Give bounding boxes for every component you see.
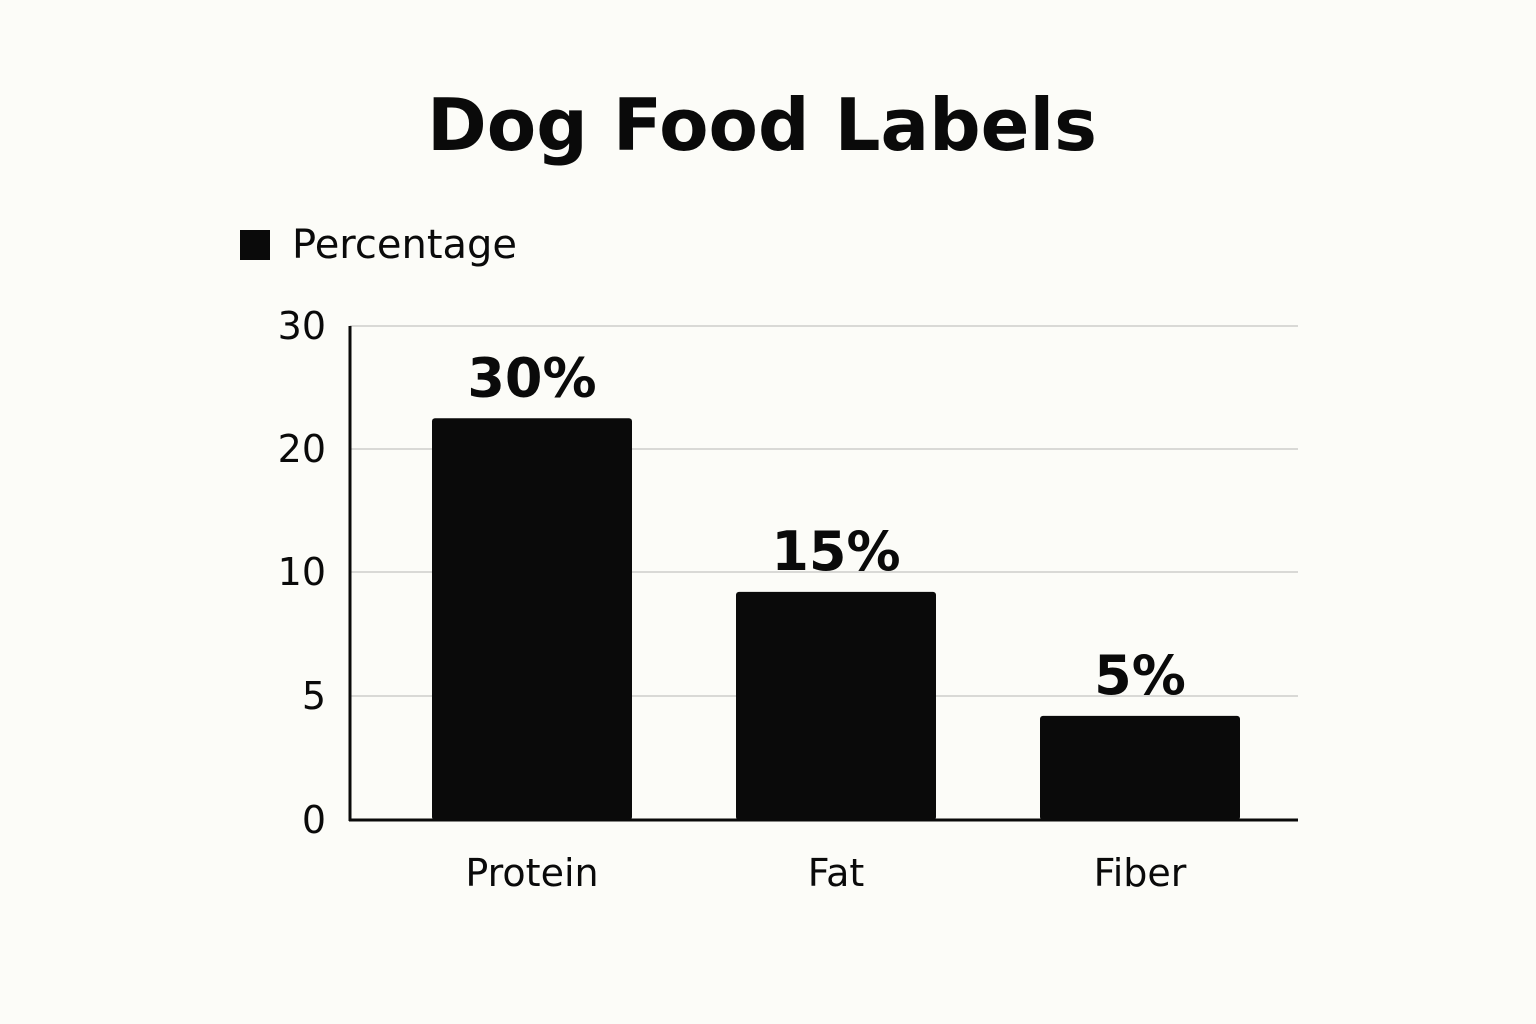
x-tick-label: Fat	[808, 851, 865, 895]
chart-title: Dog Food Labels	[426, 83, 1097, 167]
data-label: 30%	[467, 346, 596, 409]
data-label: 15%	[771, 520, 900, 583]
data-label: 5%	[1094, 644, 1186, 707]
y-tick-label: 5	[302, 674, 326, 718]
x-tick-label: Protein	[465, 851, 598, 895]
legend-label: Percentage	[292, 222, 518, 268]
bar-fat	[736, 591, 936, 820]
legend: Percentage	[240, 222, 517, 268]
legend-swatch	[240, 230, 270, 260]
y-tick-label: 0	[302, 798, 326, 842]
x-tick-label: Fiber	[1094, 851, 1187, 895]
bar-protein	[432, 418, 632, 820]
y-tick-label: 30	[278, 304, 326, 348]
y-tick-label: 20	[278, 427, 326, 471]
bar-fiber	[1040, 715, 1240, 820]
y-tick-label: 10	[278, 550, 326, 594]
